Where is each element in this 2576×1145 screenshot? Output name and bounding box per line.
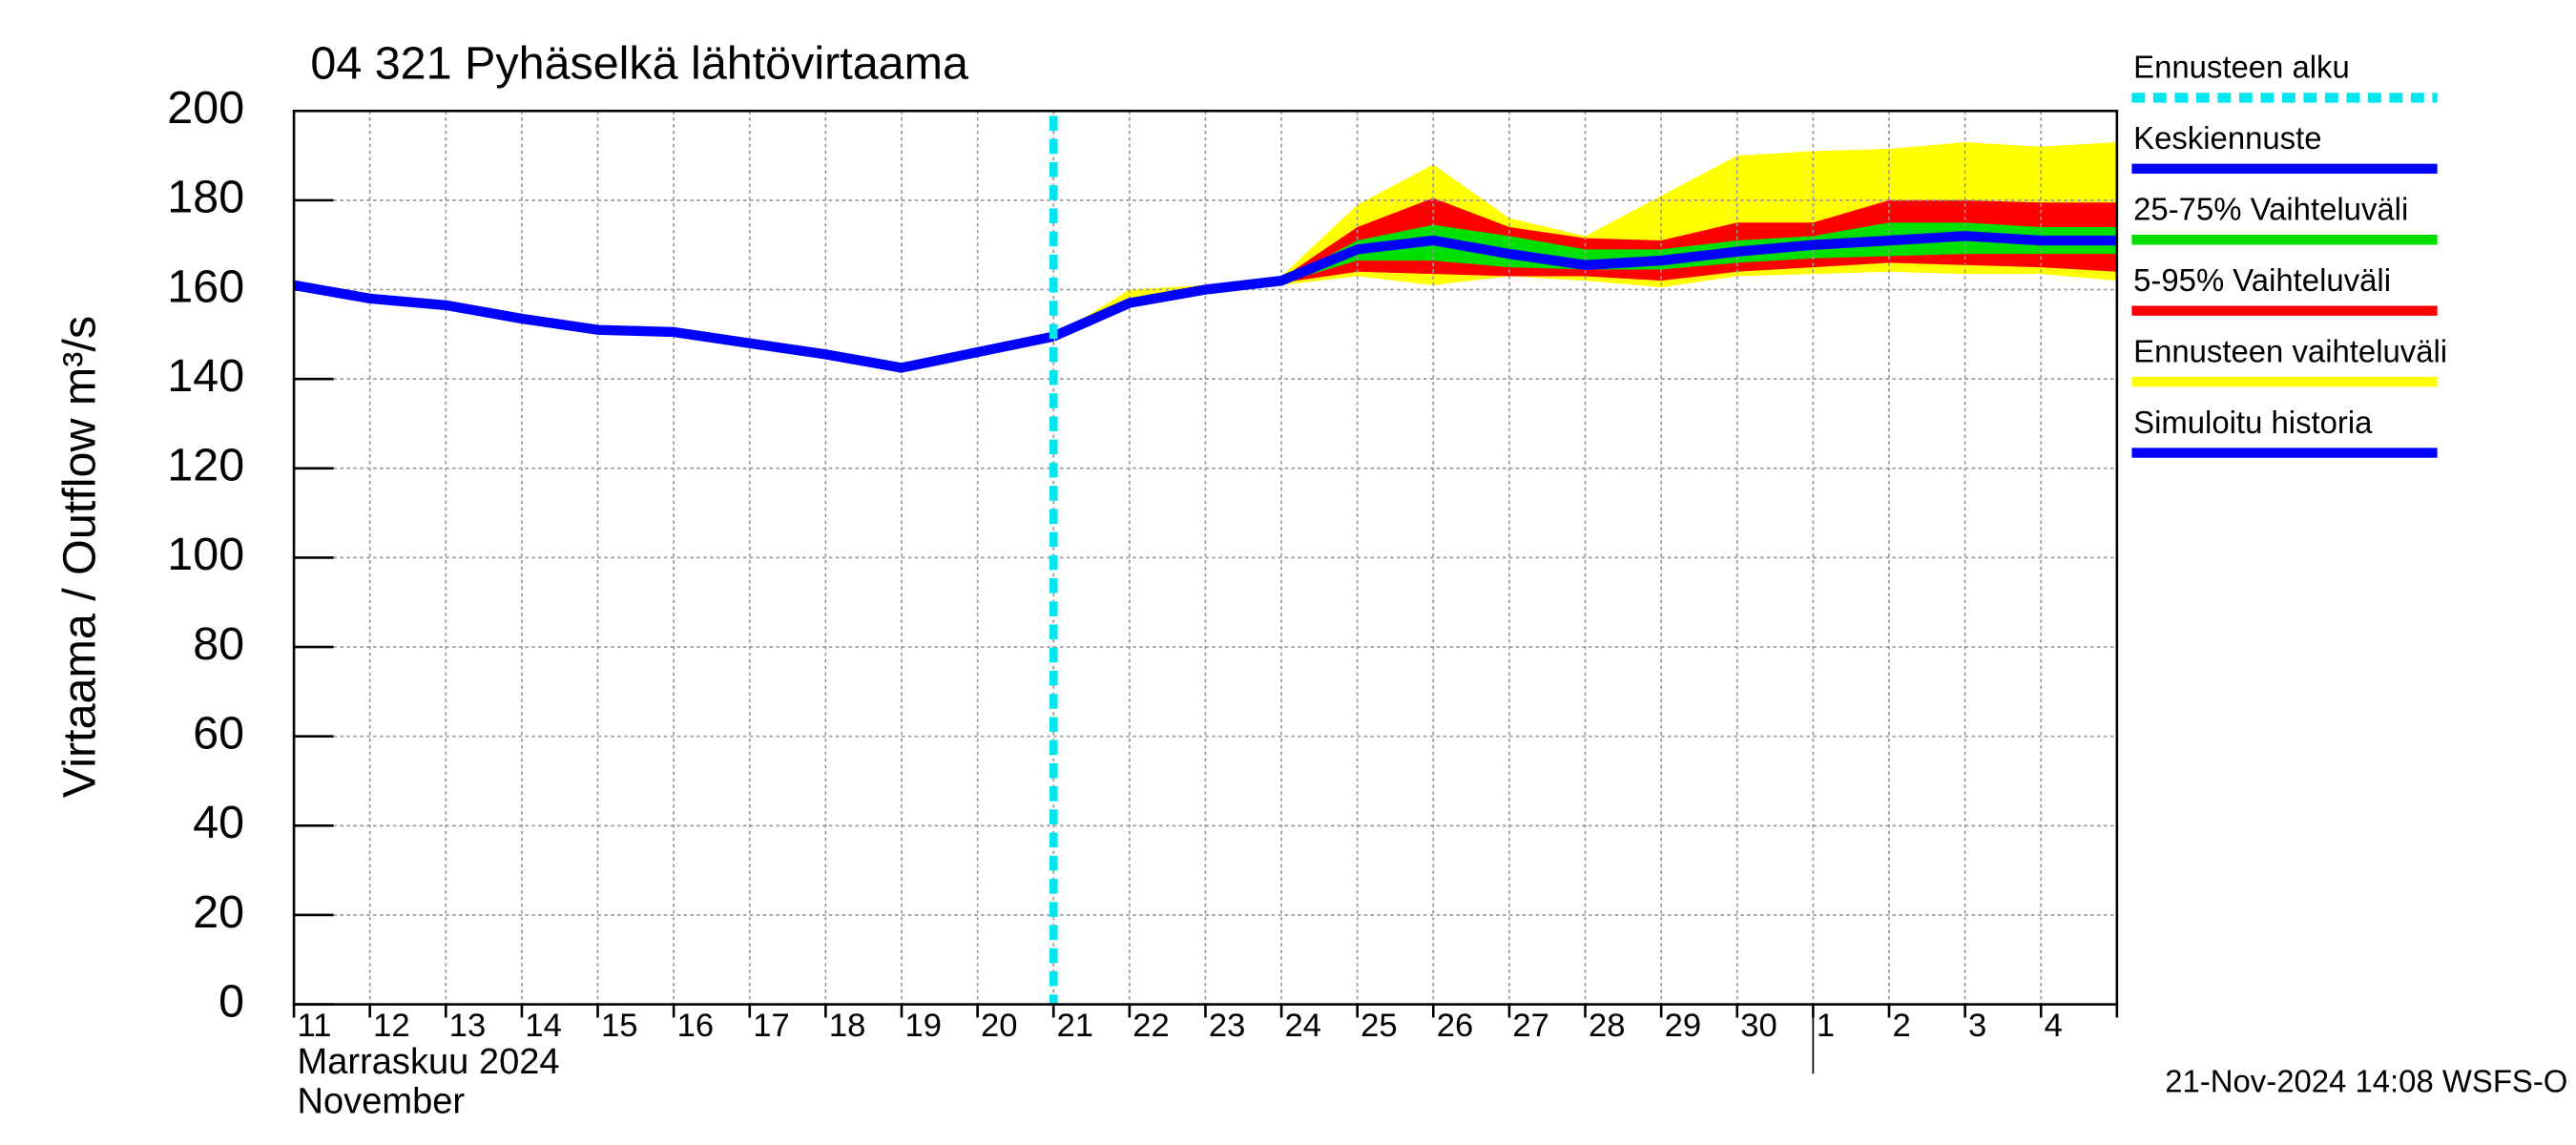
chart-title: 04 321 Pyhäselkä lähtövirtaama (310, 37, 968, 89)
legend-label: 5-95% Vaihteluväli (2133, 262, 2391, 298)
series-line (1051, 231, 2117, 342)
footer: 21-Nov-2024 14:08 WSFS-O (2165, 1063, 2567, 1098)
x-tick-label: 12 (373, 1008, 410, 1044)
y-tick-label: 160 (167, 260, 244, 312)
x-tick-label: 17 (753, 1008, 790, 1044)
y-tick-label: 40 (193, 797, 244, 848)
x-tick-label: 22 (1132, 1008, 1170, 1044)
series-line (293, 280, 1055, 373)
y-tick-label: 80 (193, 618, 244, 670)
y-tick-label: 60 (193, 707, 244, 759)
x-tick-label: 16 (677, 1008, 715, 1044)
x-tick-label: 3 (1968, 1008, 1986, 1044)
y-tick-label: 180 (167, 172, 244, 223)
legend-label: Keskiennuste (2133, 120, 2321, 156)
x-tick-label: 27 (1512, 1008, 1549, 1044)
y-tick-label: 120 (167, 440, 244, 491)
y-tick-label: 20 (193, 886, 244, 938)
x-tick-label: 15 (601, 1008, 638, 1044)
legend-label: Ennusteen vaihteluväli (2133, 333, 2447, 368)
x-tick-label: 24 (1285, 1008, 1322, 1044)
x-tick-label: 25 (1361, 1008, 1398, 1044)
month-label: Marraskuu 2024 (298, 1042, 560, 1082)
x-tick-label: 14 (525, 1008, 562, 1044)
x-tick-label: 18 (829, 1008, 866, 1044)
y-tick-label: 140 (167, 350, 244, 402)
x-tick-label: 11 (298, 1008, 332, 1044)
x-tick-label: 13 (449, 1008, 487, 1044)
x-tick-label: 30 (1740, 1008, 1777, 1044)
legend-label: Ennusteen alku (2133, 50, 2350, 85)
legend-label: Simuloitu historia (2133, 405, 2373, 440)
y-tick-label: 0 (218, 975, 244, 1027)
y-tick-label: 200 (167, 82, 244, 134)
x-tick-label: 21 (1057, 1008, 1094, 1044)
x-tick-label: 20 (981, 1008, 1018, 1044)
x-tick-label: 1 (1817, 1008, 1835, 1044)
x-tick-label: 26 (1437, 1008, 1474, 1044)
x-tick-label: 29 (1665, 1008, 1701, 1044)
month-label: November (298, 1082, 466, 1122)
x-tick-label: 4 (2045, 1008, 2063, 1044)
legend-label: 25-75% Vaihteluväli (2133, 192, 2408, 227)
x-tick-label: 23 (1209, 1008, 1246, 1044)
y-tick-label: 100 (167, 529, 244, 580)
x-tick-label: 19 (904, 1008, 942, 1044)
plot-frame (292, 109, 2119, 1006)
x-tick-label: 2 (1892, 1008, 1910, 1044)
x-tick-label: 28 (1589, 1008, 1626, 1044)
y-axis-label: Virtaama / Outflow m³/s (53, 316, 105, 798)
